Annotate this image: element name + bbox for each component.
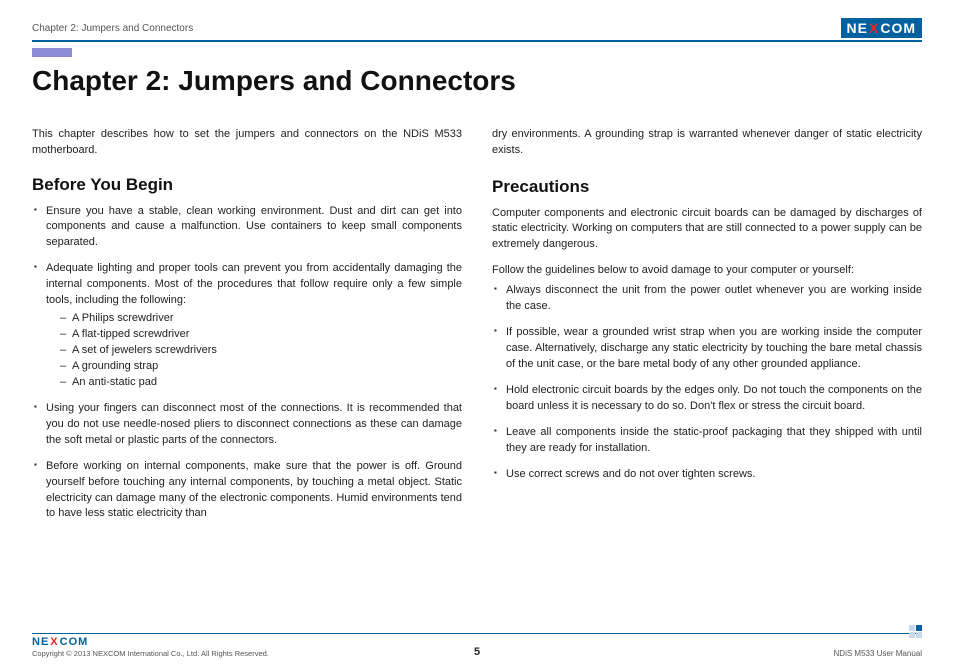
list-item-text: Ensure you have a stable, clean working … <box>46 205 462 249</box>
tools-sublist: A Philips screwdriver A flat-tipped scre… <box>46 311 462 391</box>
brand-logo: NEXCOM <box>841 18 922 38</box>
precautions-list: Always disconnect the unit from the powe… <box>492 283 922 482</box>
logo-post: COM <box>880 20 916 36</box>
precautions-heading: Precautions <box>492 175 922 200</box>
accent-strip <box>32 48 72 57</box>
precautions-lead: Follow the guidelines below to avoid dam… <box>492 263 922 279</box>
sublist-item: A flat-tipped screwdriver <box>60 327 462 343</box>
copyright-text: Copyright © 2013 NEXCOM International Co… <box>32 649 269 658</box>
footer-logo-pre: NE <box>32 636 49 648</box>
list-item: Hold electronic circuit boards by the ed… <box>492 383 922 415</box>
precautions-intro: Computer components and electronic circu… <box>492 206 922 254</box>
list-item: If possible, wear a grounded wrist strap… <box>492 325 922 373</box>
before-you-begin-list: Ensure you have a stable, clean working … <box>32 204 462 523</box>
footer-ornament-icon <box>909 625 922 638</box>
page-number: 5 <box>474 646 480 658</box>
footer-logo: NEXCOM <box>32 636 269 648</box>
list-item: Use correct screws and do not over tight… <box>492 467 922 483</box>
footer-logo-x-icon: X <box>49 636 59 648</box>
sublist-item: A set of jewelers screwdrivers <box>60 343 462 359</box>
list-item-text: Before working on internal components, m… <box>46 460 462 520</box>
list-item: Leave all components inside the static-p… <box>492 425 922 457</box>
sublist-item: A grounding strap <box>60 359 462 375</box>
list-item: Ensure you have a stable, clean working … <box>32 204 462 252</box>
right-column: dry environments. A grounding strap is w… <box>492 127 922 532</box>
logo-pre: NE <box>847 20 868 36</box>
doc-id: NDiS M533 User Manual <box>834 649 922 658</box>
chapter-title: Chapter 2: Jumpers and Connectors <box>32 65 922 97</box>
content-columns: This chapter describes how to set the ju… <box>32 127 922 532</box>
list-item: Using your fingers can disconnect most o… <box>32 401 462 449</box>
footer-logo-post: COM <box>60 636 89 648</box>
before-you-begin-heading: Before You Begin <box>32 173 462 198</box>
logo-x-icon: X <box>868 20 880 36</box>
list-item: Before working on internal components, m… <box>32 459 462 523</box>
list-item-text: Adequate lighting and proper tools can p… <box>46 262 462 306</box>
carryover-paragraph: dry environments. A grounding strap is w… <box>492 127 922 159</box>
list-item-text: Using your fingers can disconnect most o… <box>46 402 462 446</box>
sublist-item: An anti-static pad <box>60 375 462 391</box>
list-item: Adequate lighting and proper tools can p… <box>32 261 462 391</box>
left-column: This chapter describes how to set the ju… <box>32 127 462 532</box>
intro-paragraph: This chapter describes how to set the ju… <box>32 127 462 159</box>
list-item: Always disconnect the unit from the powe… <box>492 283 922 315</box>
breadcrumb: Chapter 2: Jumpers and Connectors <box>32 23 193 34</box>
footer: NEXCOM Copyright © 2013 NEXCOM Internati… <box>32 633 922 658</box>
sublist-item: A Philips screwdriver <box>60 311 462 327</box>
header-bar: Chapter 2: Jumpers and Connectors NEXCOM <box>32 18 922 42</box>
